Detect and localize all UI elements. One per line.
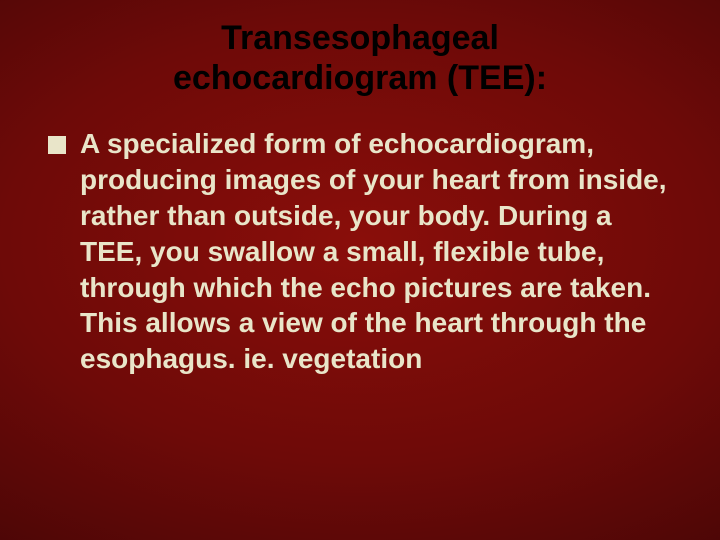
- bullet-row: A specialized form of echocardiogram, pr…: [44, 126, 676, 377]
- title-line-2: echocardiogram (TEE):: [173, 59, 547, 97]
- square-bullet-icon: [48, 136, 66, 154]
- slide: Transesophageal echocardiogram (TEE): A …: [0, 0, 720, 540]
- slide-title: Transesophageal echocardiogram (TEE):: [44, 18, 676, 98]
- title-line-1: Transesophageal: [221, 19, 499, 57]
- bullet-text: A specialized form of echocardiogram, pr…: [80, 126, 676, 377]
